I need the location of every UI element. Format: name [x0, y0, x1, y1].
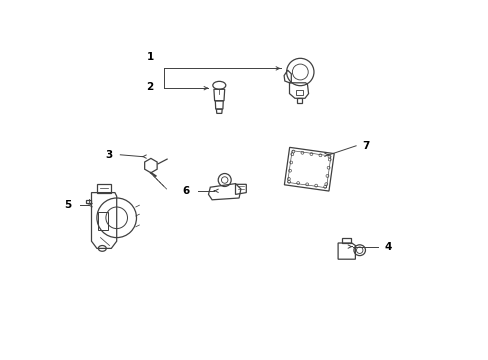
- Text: 1: 1: [146, 51, 153, 62]
- Text: 6: 6: [182, 186, 189, 196]
- Text: 2: 2: [146, 82, 153, 92]
- Text: 5: 5: [64, 200, 72, 210]
- Text: 3: 3: [105, 150, 112, 160]
- Text: 4: 4: [384, 242, 391, 252]
- Text: 7: 7: [362, 141, 369, 151]
